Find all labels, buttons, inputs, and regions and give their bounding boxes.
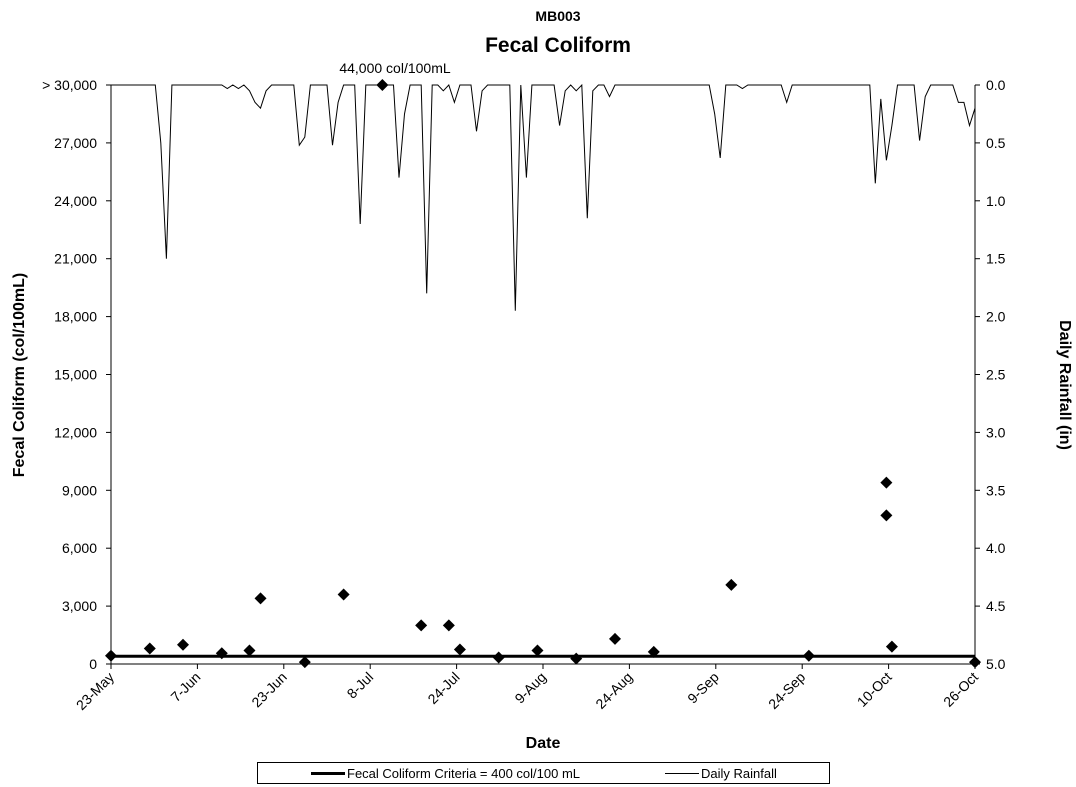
- y2-tick-label: 3.0: [986, 424, 1006, 440]
- y2-tick-label: 5.0: [986, 656, 1006, 672]
- plot-area: [110, 85, 976, 665]
- y-tick-label: 24,000: [54, 193, 97, 209]
- fecal-coliform-series: [105, 79, 981, 669]
- y2-tick-label: 1.5: [986, 251, 1006, 267]
- y2-tick-label: 4.0: [986, 540, 1006, 556]
- x-tick-label: 24-Sep: [765, 669, 808, 712]
- data-point: [609, 632, 621, 645]
- y2-tick-label: 1.0: [986, 193, 1006, 209]
- data-point: [376, 79, 389, 91]
- data-point: [880, 509, 893, 522]
- chart-subtitle: MB003: [535, 8, 580, 24]
- rainfall-line: [111, 83, 976, 311]
- x-axis-label: Date: [526, 735, 561, 752]
- data-point: [105, 649, 117, 662]
- data-point: [442, 619, 455, 632]
- y-tick-label: 15,000: [54, 367, 97, 383]
- y-tick-label: > 30,000: [42, 77, 97, 93]
- data-point: [570, 652, 583, 665]
- data-point: [215, 647, 228, 660]
- outlier-annotation: 44,000 col/100mL: [339, 60, 451, 76]
- y2-tick-label: 3.5: [986, 482, 1006, 498]
- y2-tick-label: 2.5: [986, 367, 1006, 383]
- data-point: [243, 644, 256, 657]
- y-tick-label: 12,000: [54, 424, 97, 440]
- x-tick-label: 7-Jun: [167, 669, 203, 705]
- data-point: [725, 578, 738, 591]
- data-point: [492, 651, 505, 664]
- y2-tick-label: 0.0: [986, 77, 1006, 93]
- chart-legend: Fecal Coliform Criteria = 400 col/100 mL…: [257, 762, 830, 784]
- x-ticks: 23-May 7-Jun 23-Jun 8-Jul 24-Jul 9-Aug 24-Aug 9…: [73, 664, 981, 713]
- y-tick-label: 3,000: [62, 598, 97, 614]
- y-tick-label: 6,000: [62, 540, 97, 556]
- x-tick-label: 24-Jul: [424, 669, 462, 707]
- x-tick-label: 8-Jul: [344, 669, 377, 702]
- data-point: [254, 592, 267, 605]
- data-point: [802, 649, 815, 662]
- y2-tick-label: 0.5: [986, 135, 1006, 151]
- y2-axis-label: Daily Rainfall (in): [1056, 320, 1073, 450]
- daily-rainfall-series: [111, 83, 976, 311]
- data-point: [298, 656, 311, 669]
- legend-item-rainfall: Daily Rainfall: [665, 766, 777, 781]
- legend-criteria-label: Fecal Coliform Criteria = 400 col/100 mL: [347, 766, 581, 781]
- x-tick-label: 9-Aug: [511, 669, 549, 707]
- x-tick-label: 23-May: [73, 669, 117, 713]
- y-axis-label: Fecal Coliform (col/100mL): [11, 273, 28, 478]
- data-point: [177, 638, 189, 651]
- data-point: [415, 619, 428, 632]
- x-tick-label: 26-Oct: [940, 669, 981, 710]
- legend-rainfall-swatch: [665, 773, 699, 774]
- x-tick-label: 23-Jun: [248, 669, 290, 711]
- y-tick-label: 18,000: [54, 309, 97, 325]
- x-tick-label: 9-Sep: [684, 669, 722, 707]
- x-tick-label: 10-Oct: [854, 669, 895, 710]
- data-point: [880, 476, 893, 489]
- left-y-ticks: 0 3,000 6,000 9,000 12,000 15,000 18,000 21,000…: [42, 77, 111, 672]
- data-point: [969, 656, 981, 669]
- data-point: [143, 642, 156, 655]
- legend-item-criteria: Fecal Coliform Criteria = 400 col/100 mL: [311, 766, 580, 781]
- x-tick-label: 24-Aug: [592, 669, 635, 712]
- data-point: [885, 640, 898, 653]
- y2-tick-label: 2.0: [986, 309, 1006, 325]
- y-tick-label: 27,000: [54, 135, 97, 151]
- y-tick-label: 9,000: [62, 482, 97, 498]
- y2-tick-label: 4.5: [986, 598, 1006, 614]
- legend-rainfall-label: Daily Rainfall: [701, 766, 777, 781]
- data-point: [647, 645, 660, 658]
- data-point: [453, 643, 466, 656]
- data-point: [337, 588, 350, 601]
- legend-criteria-swatch: [311, 772, 345, 775]
- data-point: [531, 644, 544, 657]
- y-tick-label: 0: [89, 656, 97, 672]
- right-y-ticks: 0.0 0.5 1.0 1.5 2.0 2.5 3.0 3.5 4.0 4.5 5.0: [975, 77, 1006, 672]
- chart-title: Fecal Coliform: [485, 34, 631, 57]
- y-tick-label: 21,000: [54, 251, 97, 267]
